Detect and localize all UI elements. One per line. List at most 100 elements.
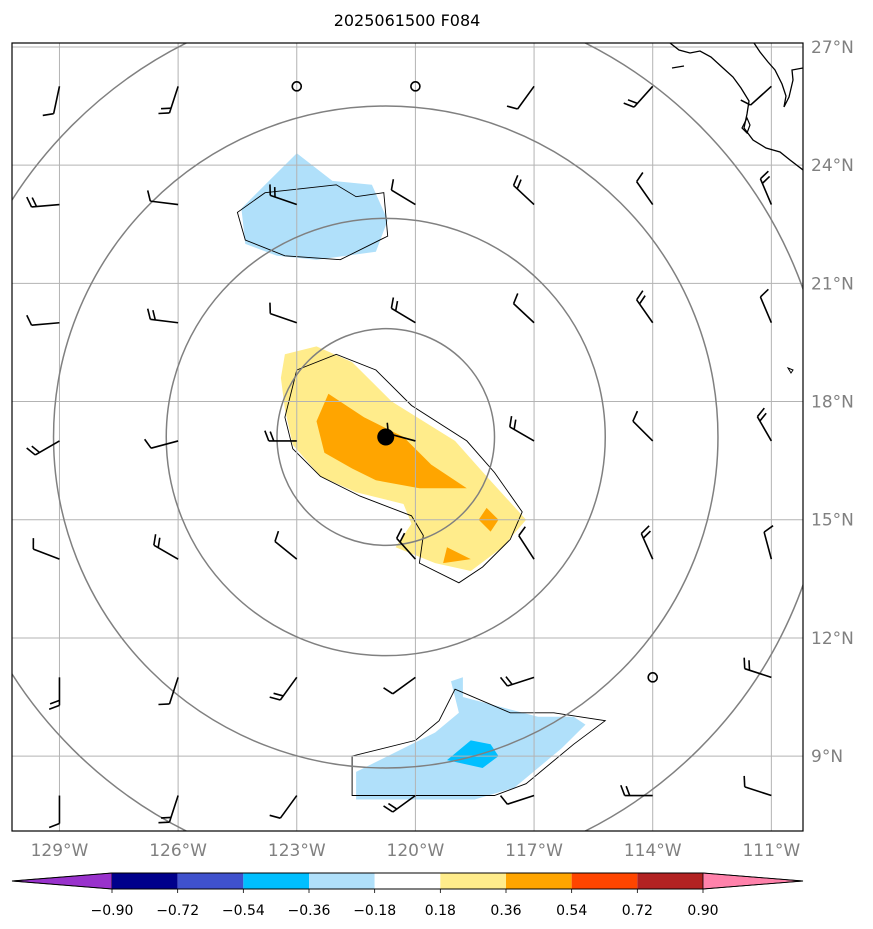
colorbar-segment	[243, 873, 309, 889]
wind-barb	[153, 534, 179, 560]
contour-outline	[284, 353, 523, 584]
lat-tick-label: 27°N	[811, 38, 854, 58]
lon-tick-label: 123°W	[268, 841, 326, 861]
calm-marker	[410, 81, 421, 92]
lon-tick-label: 129°W	[31, 841, 89, 861]
colorbar-segment	[309, 873, 375, 889]
lon-tick-label: 111°W	[742, 841, 800, 861]
wind-barb	[383, 794, 416, 813]
wind-barb	[48, 677, 61, 710]
chart-title: 2025061500 F084	[334, 11, 481, 30]
wind-barb	[756, 407, 773, 442]
lat-tick-label: 18°N	[811, 393, 854, 413]
filled-contour-region	[241, 153, 388, 260]
wind-barb	[158, 86, 179, 115]
filled-contour-region	[356, 677, 586, 800]
colorbar-segment	[571, 873, 638, 889]
wind-barb	[512, 293, 535, 324]
wind-barb	[269, 795, 298, 819]
wind-barb	[143, 438, 179, 449]
wind-barb	[740, 85, 772, 106]
calm-markers	[291, 81, 659, 683]
colorbar-tick-label: 0.54	[556, 903, 587, 919]
calm-marker	[647, 672, 659, 683]
wind-barb	[158, 677, 179, 706]
wind-barb	[763, 525, 774, 560]
colorbar-extend-low	[11, 872, 113, 890]
wind-barb	[32, 538, 60, 560]
colorbar-segment	[374, 873, 441, 889]
colorbar-segment	[506, 873, 572, 889]
longitude-labels: 129°W 126°W 123°W 120°W 117°W 114°W 111°W	[31, 841, 801, 861]
colorbar-tick-label: −0.18	[353, 903, 396, 919]
lon-tick-label: 114°W	[624, 841, 682, 861]
wind-barb	[512, 174, 535, 206]
wind-barb	[390, 297, 416, 324]
wind-barb	[640, 525, 654, 560]
range-rings	[12, 43, 803, 831]
wind-barb	[264, 430, 297, 442]
coastline	[669, 43, 803, 374]
wind-barb	[158, 795, 179, 824]
wind-barb	[759, 170, 773, 205]
lon-tick-label: 126°W	[149, 841, 207, 861]
colorbar-tick-label: 0.18	[425, 903, 456, 919]
wind-barb	[499, 676, 535, 687]
graticule	[12, 43, 803, 831]
colorbar-tick-label: −0.72	[156, 903, 199, 919]
filled-contour-region	[447, 740, 499, 768]
wind-barb	[269, 676, 298, 701]
wind-barb	[383, 676, 416, 695]
wind-barb	[390, 179, 416, 206]
wind-barb	[269, 184, 298, 206]
wind-barb	[506, 85, 535, 110]
wind-barb	[743, 775, 772, 797]
colorbar-tick-label: 0.90	[687, 903, 718, 919]
wind-barb	[499, 794, 535, 805]
wind-barb	[743, 657, 772, 679]
lon-tick-label: 120°W	[387, 841, 445, 861]
wind-barb	[759, 288, 773, 324]
wind-barb	[509, 415, 535, 442]
wind-barb	[26, 314, 60, 326]
latitude-labels: 9°N 12°N 15°N 18°N 21°N 24°N 27°N	[811, 38, 854, 767]
range-ring	[52, 105, 719, 769]
colorbar-extend-high	[702, 872, 804, 890]
wind-barb	[269, 302, 298, 324]
wind-barb	[632, 410, 654, 442]
wind-barb	[146, 308, 179, 324]
wind-barbs	[26, 85, 774, 829]
lat-tick-label: 9°N	[811, 747, 843, 767]
colorbar-tick-label: 0.36	[490, 903, 521, 919]
colorbar-labels: −0.90 −0.72 −0.54 −0.36 −0.18 0.18 0.36 0.54 0.7…	[91, 889, 719, 919]
calm-marker	[291, 81, 303, 92]
colorbar	[11, 872, 804, 890]
colorbar-tick-label: 0.72	[622, 903, 653, 919]
range-ring	[276, 327, 496, 547]
wind-barb	[48, 795, 61, 829]
filled-contours	[241, 153, 586, 800]
colorbar-tick-label: −0.54	[222, 903, 265, 919]
wind-barb	[146, 190, 179, 206]
colorbar-segment	[440, 873, 506, 889]
wind-barb	[395, 528, 417, 560]
filled-contour-region	[443, 547, 471, 564]
colorbar-tick-label: −0.36	[288, 903, 331, 919]
wind-barb	[620, 784, 653, 797]
wind-barb	[635, 172, 654, 205]
lat-tick-label: 24°N	[811, 156, 854, 176]
colorbar-segment	[637, 873, 703, 889]
wind-barb	[42, 86, 61, 117]
lat-tick-label: 15°N	[811, 511, 854, 531]
wind-barb	[274, 530, 298, 560]
colorbar-tick-label: −0.90	[91, 903, 134, 919]
wind-barb	[623, 85, 654, 108]
wind-barb	[26, 440, 60, 456]
wind-barb	[26, 196, 60, 208]
colorbar-segment	[112, 873, 178, 889]
lat-tick-label: 12°N	[811, 629, 854, 649]
range-ring	[165, 217, 606, 657]
wind-barb	[635, 290, 654, 324]
map-frame	[11, 42, 804, 832]
